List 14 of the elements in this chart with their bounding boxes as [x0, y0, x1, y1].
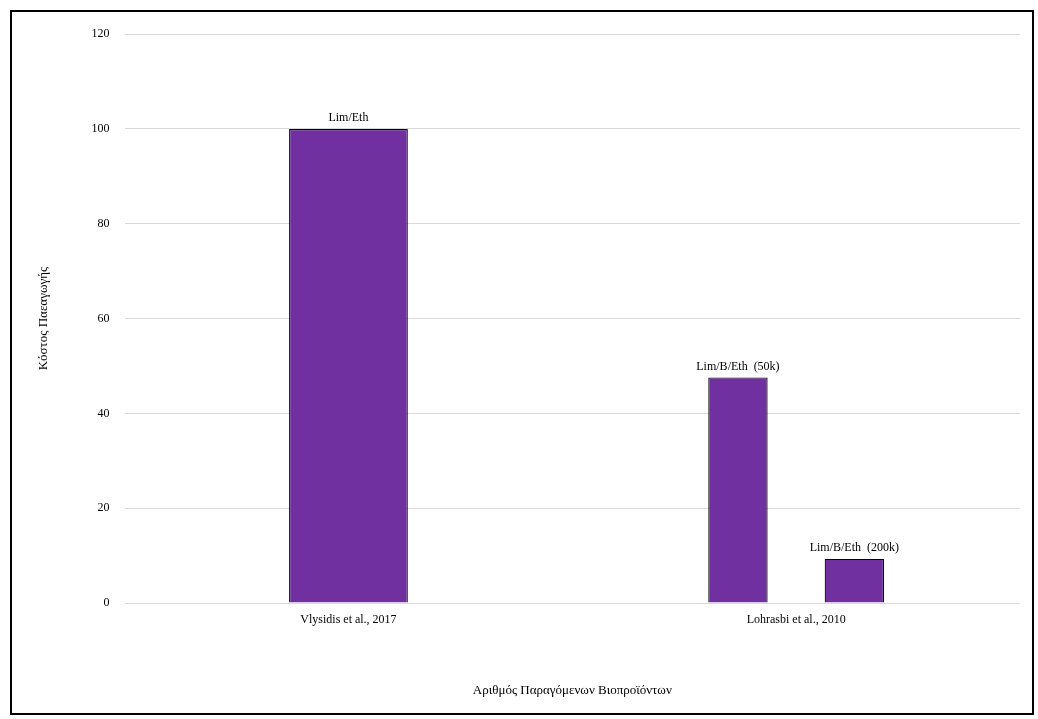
- y-tick-label: 40: [97, 405, 110, 420]
- y-tick-label: 80: [97, 215, 110, 230]
- x-tick-label: Lohrasbi et al., 2010: [746, 612, 846, 627]
- y-tick-label: 60: [97, 310, 110, 325]
- series-label: Lim/Eth: [328, 110, 369, 125]
- x-tick-label: Vlysidis et al., 2017: [300, 612, 397, 627]
- series-label: Lim/B/Eth (50k): [696, 358, 780, 373]
- y-axis-title: Κόστος Παεαγωγής: [35, 266, 51, 371]
- series-label: Lim/B/Eth (200k): [809, 540, 900, 555]
- y-tick-label: 0: [103, 595, 110, 610]
- x-axis-title: Αριθμός Παραγόμενων Βιοπροϊόντων: [472, 681, 672, 697]
- y-tick-label: 100: [91, 121, 110, 136]
- y-tick-label: 20: [97, 500, 110, 515]
- y-tick-label: 120: [91, 26, 110, 41]
